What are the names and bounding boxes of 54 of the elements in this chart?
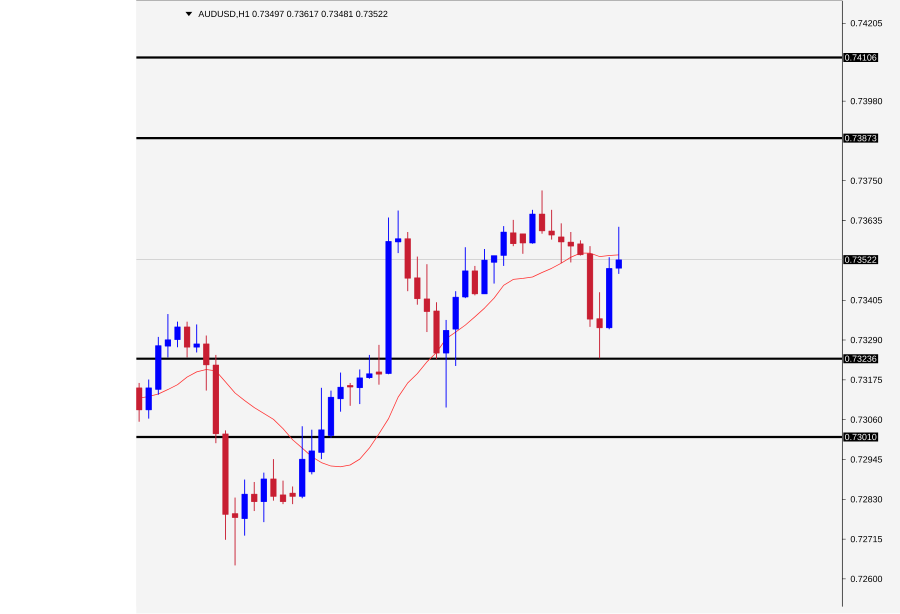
candlestick — [577, 240, 584, 256]
y-tick-label: 0.72945 — [850, 456, 882, 463]
candlestick — [443, 320, 450, 408]
candlestick — [548, 210, 555, 240]
candlestick — [347, 382, 354, 406]
candlestick — [146, 379, 152, 420]
y-tick-label: 0.73290 — [850, 337, 882, 344]
candlestick — [414, 256, 420, 306]
candlestick — [366, 354, 372, 380]
ref-line-label: 0.73522 — [845, 256, 876, 264]
candlestick — [490, 255, 498, 284]
candlestick — [203, 335, 210, 392]
candlestick — [270, 458, 277, 502]
candlestick — [596, 292, 603, 360]
candlestick — [520, 233, 526, 254]
y-tick-label: 0.73635 — [850, 218, 882, 224]
y-tick-label: 0.73405 — [850, 297, 882, 304]
candlestick — [174, 321, 181, 348]
candlestick — [356, 369, 363, 405]
candlestick — [136, 382, 142, 422]
candlestick — [568, 232, 574, 264]
candlestick — [395, 210, 402, 254]
text: AUDUSD,H1 0.73497 0.73617 0.73481 0.73522 — [198, 10, 388, 18]
y-tick-label: 0.73060 — [850, 416, 882, 424]
candlestick — [308, 429, 315, 476]
candlestick — [472, 266, 478, 296]
ref-line-label: 0.73236 — [845, 356, 876, 362]
candlestick — [558, 223, 564, 264]
y-tick-label: 0.73750 — [850, 178, 882, 184]
ref-line-label: 0.73010 — [845, 434, 876, 440]
y-tick-label: 0.74205 — [850, 20, 882, 27]
y-tick-label: 0.72600 — [850, 576, 882, 582]
ref-line-label: 0.73873 — [845, 135, 876, 142]
candlestick — [376, 344, 382, 386]
candlestick — [251, 482, 258, 512]
candlestick — [318, 388, 324, 460]
candlestick — [232, 497, 238, 566]
candlestick — [280, 480, 286, 505]
y-tick-label: 0.73175 — [850, 376, 882, 384]
candlestick — [538, 190, 546, 234]
candlestick — [510, 220, 516, 247]
candlestick — [337, 372, 344, 412]
candlestick — [290, 486, 296, 505]
y-tick-label: 0.72830 — [850, 496, 882, 503]
ref-line-label: 0.74106 — [845, 54, 876, 61]
candlestick — [164, 314, 171, 358]
candlestick — [260, 472, 267, 523]
y-tick-label: 0.72715 — [850, 536, 882, 542]
candlestick — [424, 264, 430, 333]
candlestick — [184, 321, 190, 358]
y-tick-label: 0.73980 — [850, 98, 882, 104]
candlestick — [500, 226, 507, 267]
candlestick — [616, 226, 622, 275]
candlestick — [194, 324, 200, 354]
